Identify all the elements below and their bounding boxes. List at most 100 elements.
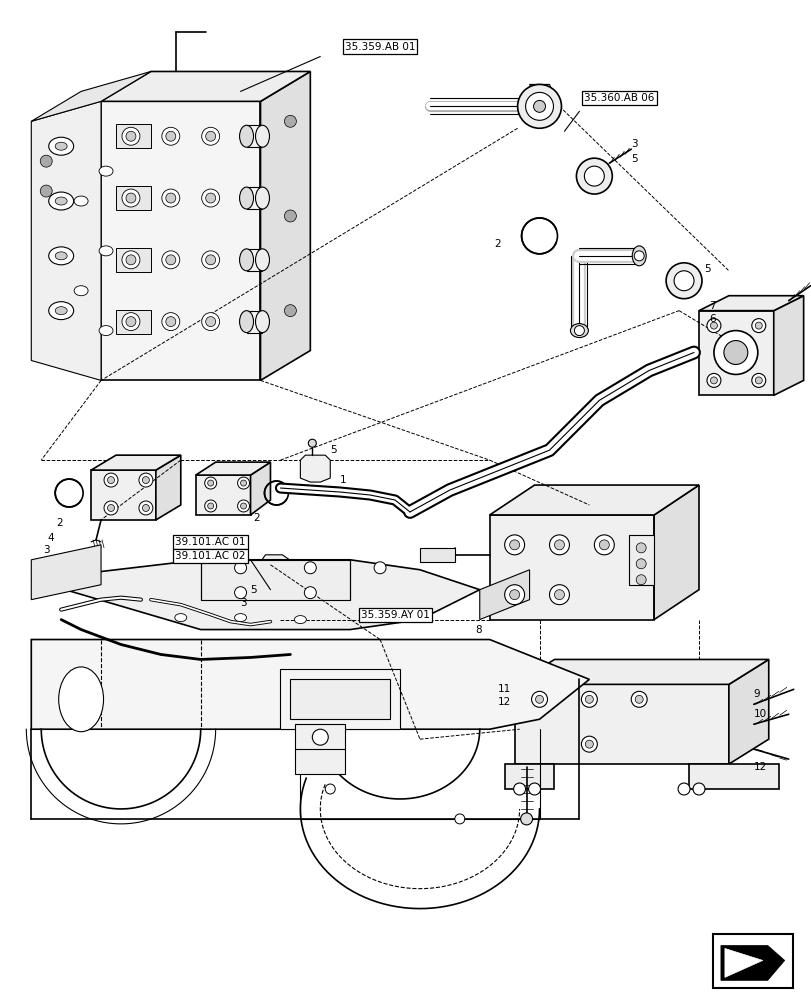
Circle shape — [585, 740, 593, 748]
Circle shape — [201, 251, 219, 269]
Polygon shape — [720, 945, 783, 980]
Circle shape — [205, 255, 216, 265]
Text: 10: 10 — [753, 709, 766, 719]
Ellipse shape — [239, 187, 253, 209]
Bar — [295, 724, 345, 774]
Circle shape — [751, 373, 765, 387]
Polygon shape — [479, 570, 529, 620]
Ellipse shape — [55, 142, 67, 150]
Circle shape — [126, 131, 135, 141]
Polygon shape — [91, 470, 156, 520]
Circle shape — [554, 590, 564, 600]
Polygon shape — [260, 71, 310, 380]
Circle shape — [636, 575, 646, 585]
Ellipse shape — [58, 667, 104, 732]
Ellipse shape — [570, 324, 588, 338]
Circle shape — [634, 695, 642, 703]
Circle shape — [713, 331, 757, 374]
Circle shape — [104, 473, 118, 487]
Circle shape — [723, 341, 747, 364]
Bar — [629, 535, 654, 585]
Polygon shape — [101, 101, 260, 380]
Circle shape — [240, 480, 247, 486]
Circle shape — [535, 695, 543, 703]
Ellipse shape — [55, 197, 67, 205]
Circle shape — [208, 480, 213, 486]
Polygon shape — [514, 659, 768, 684]
Circle shape — [304, 562, 316, 574]
Circle shape — [325, 784, 335, 794]
Circle shape — [284, 210, 296, 222]
Circle shape — [509, 590, 519, 600]
Circle shape — [238, 477, 249, 489]
Circle shape — [165, 317, 175, 327]
Polygon shape — [654, 485, 698, 620]
Circle shape — [107, 477, 114, 484]
Polygon shape — [32, 640, 589, 729]
Ellipse shape — [49, 137, 74, 155]
Text: 9: 9 — [753, 689, 759, 699]
Bar — [712, 934, 792, 988]
Polygon shape — [489, 515, 654, 620]
Polygon shape — [251, 462, 270, 515]
Polygon shape — [724, 948, 762, 977]
Ellipse shape — [74, 286, 88, 296]
Polygon shape — [91, 455, 181, 470]
Circle shape — [513, 783, 525, 795]
Polygon shape — [156, 455, 181, 520]
Polygon shape — [529, 84, 554, 95]
Circle shape — [754, 377, 762, 384]
Circle shape — [126, 193, 135, 203]
Text: 5: 5 — [251, 585, 257, 595]
Circle shape — [122, 189, 139, 207]
Circle shape — [584, 166, 603, 186]
Polygon shape — [773, 296, 803, 395]
Polygon shape — [728, 659, 768, 764]
Circle shape — [531, 691, 547, 707]
Text: 39.101.AC 02: 39.101.AC 02 — [175, 551, 246, 561]
Ellipse shape — [255, 311, 269, 333]
Circle shape — [165, 131, 175, 141]
Text: 35.360.AB 06: 35.360.AB 06 — [583, 93, 654, 103]
Circle shape — [710, 377, 717, 384]
Text: 35.359.AY 01: 35.359.AY 01 — [360, 610, 429, 620]
Circle shape — [594, 535, 614, 555]
Circle shape — [549, 585, 569, 605]
Circle shape — [630, 691, 646, 707]
Circle shape — [122, 127, 139, 145]
Circle shape — [240, 503, 247, 509]
Circle shape — [234, 587, 247, 599]
Circle shape — [509, 540, 519, 550]
Circle shape — [204, 477, 217, 489]
Circle shape — [201, 127, 219, 145]
Circle shape — [139, 473, 152, 487]
Text: 39.101.AC 01: 39.101.AC 01 — [175, 537, 246, 547]
Bar — [419, 548, 454, 562]
Circle shape — [673, 271, 693, 291]
Circle shape — [122, 251, 139, 269]
Circle shape — [161, 313, 179, 331]
Circle shape — [706, 373, 720, 387]
Bar — [290, 679, 389, 719]
Text: 2: 2 — [56, 518, 62, 528]
Ellipse shape — [55, 252, 67, 260]
Circle shape — [504, 535, 524, 555]
Circle shape — [692, 783, 704, 795]
Circle shape — [525, 92, 553, 120]
Circle shape — [504, 585, 524, 605]
Circle shape — [126, 255, 135, 265]
Ellipse shape — [74, 196, 88, 206]
Ellipse shape — [255, 187, 269, 209]
Circle shape — [165, 255, 175, 265]
Circle shape — [284, 305, 296, 317]
Circle shape — [161, 127, 179, 145]
Text: 5: 5 — [630, 154, 637, 164]
Polygon shape — [698, 296, 803, 311]
Ellipse shape — [49, 247, 74, 265]
Circle shape — [636, 543, 646, 553]
Circle shape — [633, 251, 643, 261]
Polygon shape — [32, 560, 479, 630]
Text: 1: 1 — [340, 475, 346, 485]
Circle shape — [581, 736, 597, 752]
Polygon shape — [300, 455, 330, 482]
